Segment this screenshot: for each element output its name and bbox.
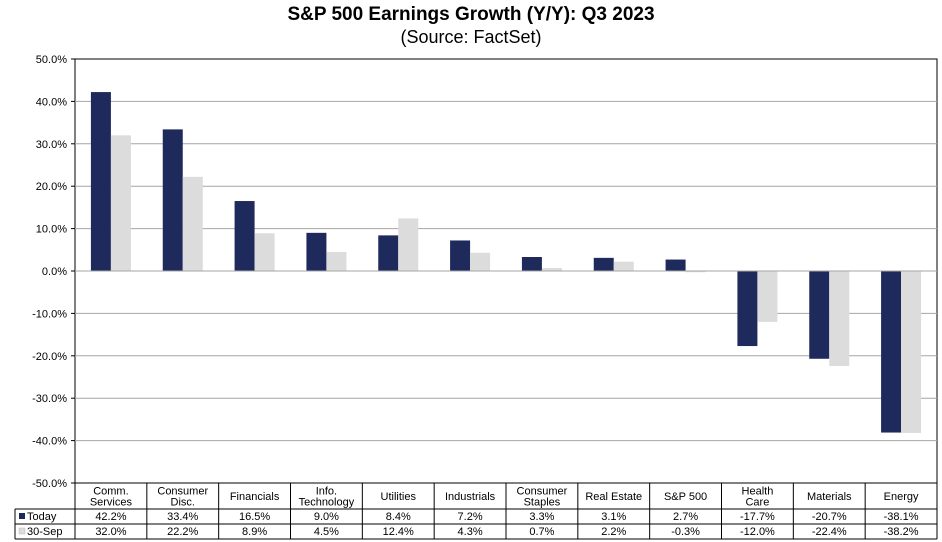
data-label: 7.2%: [458, 511, 483, 523]
data-label: -20.7%: [812, 511, 847, 523]
bar-30-sep: [326, 251, 347, 271]
category-label: Materials: [807, 491, 852, 503]
category-label: Comm.: [93, 486, 128, 498]
category-label: Care: [745, 497, 769, 509]
data-label: -38.1%: [884, 511, 919, 523]
legend-key-30-sep: [18, 527, 26, 535]
bar-30-sep: [829, 271, 850, 366]
y-tick-label: -30.0%: [32, 393, 67, 405]
bar-30-sep: [541, 268, 562, 271]
data-label: 2.7%: [673, 511, 698, 523]
bar-30-sep: [182, 176, 203, 271]
bar-30-sep: [685, 271, 706, 273]
category-label: Industrials: [445, 491, 496, 503]
category-label: Staples: [524, 497, 561, 509]
data-label: 3.3%: [529, 511, 554, 523]
bar-today: [737, 271, 758, 347]
y-tick-label: 40.0%: [36, 96, 67, 108]
category-label: Services: [90, 497, 133, 509]
bar-today: [162, 129, 183, 271]
category-label: S&P 500: [664, 491, 707, 503]
data-label: 12.4%: [383, 526, 414, 538]
data-label: -38.2%: [884, 526, 919, 538]
bar-today: [881, 271, 902, 433]
data-label: -0.3%: [671, 526, 700, 538]
bar-today: [521, 257, 542, 271]
chart-subtitle: (Source: FactSet): [400, 27, 542, 47]
data-label: 9.0%: [314, 511, 339, 523]
data-label: 2.2%: [601, 526, 626, 538]
y-tick-label: 30.0%: [36, 139, 67, 151]
bar-today: [450, 240, 471, 271]
y-tick-label: 0.0%: [42, 266, 67, 278]
bar-30-sep: [901, 271, 922, 433]
category-label: Consumer: [157, 486, 208, 498]
data-label: 33.4%: [167, 511, 198, 523]
bar-today: [593, 257, 614, 271]
legend-key-today: [19, 513, 25, 519]
legend-label: Today: [27, 511, 57, 523]
category-label: Disc.: [171, 497, 195, 509]
category-label: Info.: [316, 486, 337, 498]
bar-today: [306, 232, 327, 271]
bar-30-sep: [110, 135, 131, 271]
data-label: 4.5%: [314, 526, 339, 538]
y-tick-label: -40.0%: [32, 436, 67, 448]
y-tick-label: -10.0%: [32, 308, 67, 320]
data-label: 22.2%: [167, 526, 198, 538]
y-tick-label: 50.0%: [36, 54, 67, 66]
bar-30-sep: [254, 233, 275, 271]
bar-30-sep: [613, 261, 634, 271]
data-label: 4.3%: [458, 526, 483, 538]
bar-today: [90, 92, 111, 272]
data-label: 42.2%: [95, 511, 126, 523]
bar-30-sep: [398, 218, 419, 271]
category-label: Consumer: [517, 486, 568, 498]
bar-30-sep: [757, 271, 778, 322]
data-label: -22.4%: [812, 526, 847, 538]
data-label: 32.0%: [95, 526, 126, 538]
data-label: -17.7%: [740, 511, 775, 523]
bar-today: [665, 259, 686, 271]
y-tick-label: 10.0%: [36, 224, 67, 236]
bar-today: [809, 271, 830, 359]
data-label: 16.5%: [239, 511, 270, 523]
bar-today: [234, 201, 255, 271]
bar-30-sep: [470, 252, 491, 271]
category-label: Health: [742, 486, 774, 498]
category-label: Financials: [230, 491, 280, 503]
y-tick-label: 20.0%: [36, 181, 67, 193]
data-label: 8.4%: [386, 511, 411, 523]
legend-label: 30-Sep: [27, 526, 62, 538]
y-tick-label: -50.0%: [32, 478, 67, 490]
data-label: 0.7%: [529, 526, 554, 538]
category-label: Real Estate: [585, 491, 642, 503]
category-label: Energy: [884, 491, 919, 503]
data-label: -12.0%: [740, 526, 775, 538]
bar-today: [378, 235, 399, 271]
y-tick-label: -20.0%: [32, 351, 67, 363]
category-label: Utilities: [381, 491, 417, 503]
data-label: 8.9%: [242, 526, 267, 538]
data-label: 3.1%: [601, 511, 626, 523]
chart-title: S&P 500 Earnings Growth (Y/Y): Q3 2023: [287, 4, 655, 25]
category-label: Technology: [299, 497, 355, 509]
